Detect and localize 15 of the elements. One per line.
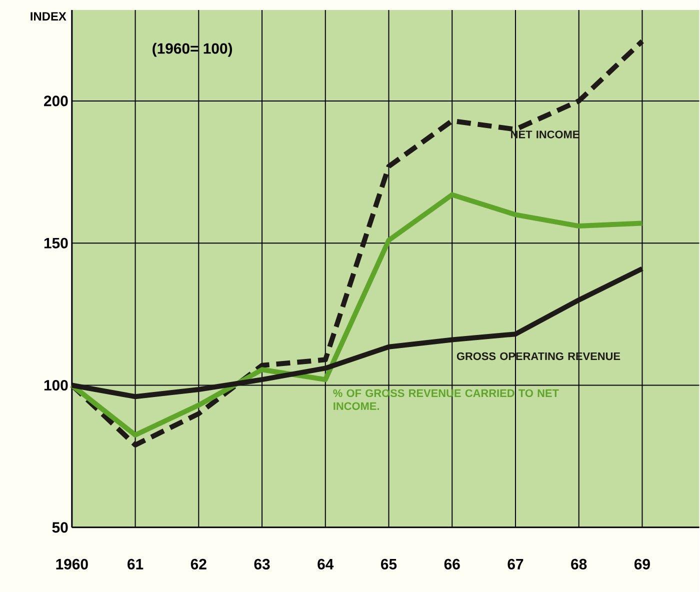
x-tick-label: 68	[571, 558, 587, 570]
y-tick-label: 150	[44, 238, 68, 248]
x-tick-label: 62	[190, 558, 206, 570]
x-tick-label: 61	[128, 558, 144, 570]
x-tick-label: 69	[634, 558, 650, 570]
y-tick-label: 200	[44, 95, 68, 106]
y-tick-label: 100	[44, 380, 68, 390]
x-tick-label: 67	[508, 558, 524, 570]
x-tick-label: 64	[318, 558, 334, 570]
x-tick-label: 66	[444, 558, 460, 570]
x-tick-label: 1960	[56, 558, 88, 570]
y-tick-label: 50	[52, 522, 68, 533]
x-tick-label: 65	[381, 558, 397, 570]
x-tick-label: 63	[254, 558, 270, 570]
y-axis-title: INDEX	[30, 12, 66, 20]
